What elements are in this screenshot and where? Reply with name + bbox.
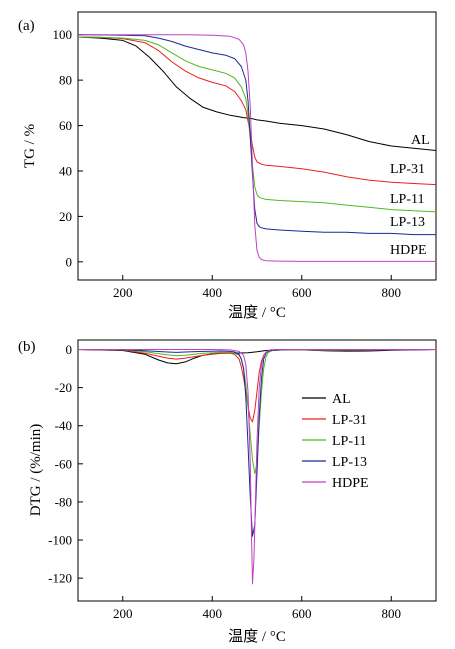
series-line-lp31 [77,349,437,423]
y-axis-label-a: TG / % [22,124,38,168]
y-tick-label: -100 [48,533,72,548]
y-ticks-a: 0 20 40 60 80 100 [53,27,83,269]
legend-b: AL LP-31 LP-11 LP-13 HDPE [302,392,369,491]
x-ticks-b: 200 400 600 800 [113,596,401,621]
series-label-lp13: LP-13 [390,215,425,230]
y-tick-label: 100 [53,27,73,42]
x-tick-label: 400 [203,285,223,300]
y-tick-label: 20 [59,209,72,224]
y-tick-label: -60 [55,456,72,471]
x-axis-label-a: 温度 / °C [228,304,286,321]
x-tick-label: 200 [113,606,133,621]
y-ticks-b: 0 -20 -40 -60 -80 -100 -120 [48,342,83,586]
legend-label: LP-11 [332,434,366,449]
legend-label: LP-13 [332,455,367,470]
series-label-al: AL [411,133,430,148]
x-tick-label: 600 [292,606,312,621]
y-tick-label: -120 [48,571,72,586]
series-line-lp31 [77,36,437,186]
x-ticks-a: 200 400 600 800 [113,275,401,300]
x-tick-label: 600 [292,285,312,300]
series-label-lp11: LP-11 [390,192,424,207]
x-tick-label: 200 [113,285,133,300]
legend-label: HDPE [332,476,369,491]
series-lines-b [77,349,437,585]
y-tick-label: -40 [55,418,72,433]
series-line-al [77,36,437,151]
panel-label-b: (b) [18,339,36,355]
chart-panel-b: (b) 200 400 600 800 0 -20 -40 -60 -80 -100 -120 A… [18,339,437,645]
series-line-lp13 [77,349,437,537]
y-tick-label: 60 [59,118,72,133]
plot-frame-b [77,339,437,602]
y-tick-label: 40 [59,163,72,178]
x-tick-label: 800 [382,285,402,300]
y-axis-label-b: DTG / (%/min) [28,424,44,516]
x-tick-label: 400 [203,606,223,621]
series-line-lp13 [77,34,436,236]
y-tick-label: 80 [59,73,72,88]
series-lines-a [77,34,437,262]
series-line-hdpe [78,349,436,585]
series-label-lp31: LP-31 [390,162,425,177]
y-tick-label: 0 [66,254,73,269]
series-line-hdpe [78,34,436,262]
legend-label: AL [332,392,351,407]
series-label-hdpe: HDPE [390,243,427,258]
panel-label-a: (a) [18,18,35,34]
chart-panel-a: (a) 200 400 600 800 0 20 40 60 80 100 AL LP-31 L… [18,11,437,321]
y-tick-label: -20 [55,380,72,395]
legend-label: LP-31 [332,413,367,428]
y-tick-label: -80 [55,494,72,509]
series-labels-a: AL LP-31 LP-11 LP-13 HDPE [390,133,430,258]
x-tick-label: 800 [382,606,402,621]
y-tick-label: 0 [66,342,73,357]
x-axis-label-b: 温度 / °C [228,628,286,645]
series-line-lp11 [77,36,437,213]
plot-frame-a [77,11,437,281]
